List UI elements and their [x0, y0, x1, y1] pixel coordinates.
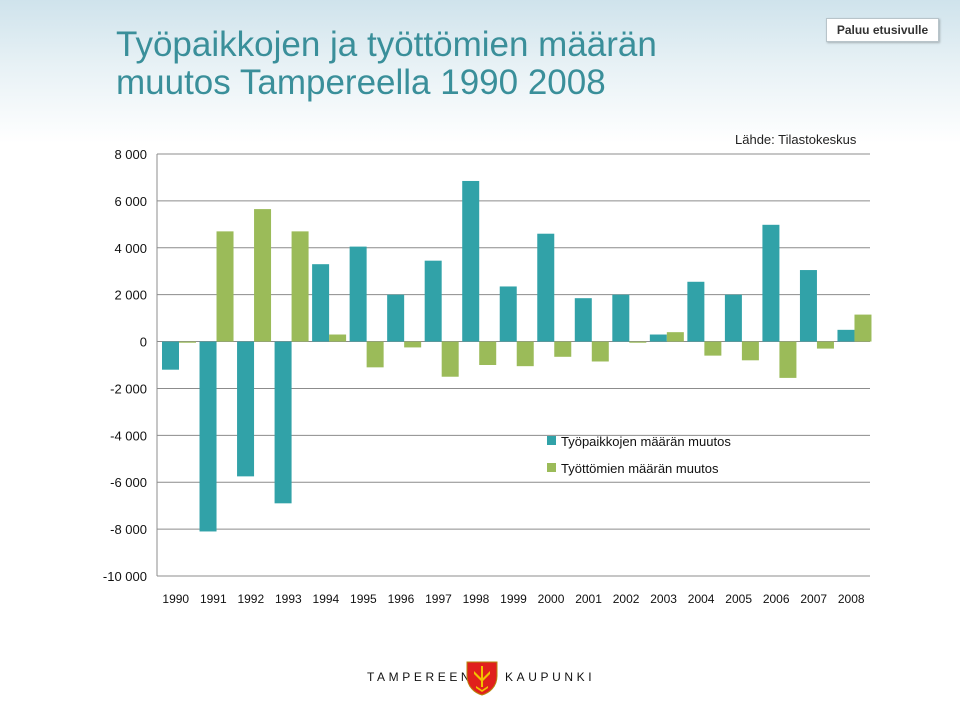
y-tick-label: -4 000	[110, 428, 147, 443]
y-tick-label: -8 000	[110, 522, 147, 537]
x-tick-label: 1994	[313, 592, 340, 606]
y-tick-label: -2 000	[110, 381, 147, 396]
bar-unemployed-change	[291, 231, 309, 342]
bar-jobs-change	[837, 329, 855, 342]
x-tick-label: 1992	[237, 592, 264, 606]
bar-jobs-change	[424, 260, 442, 342]
bar-jobs-change	[199, 341, 217, 532]
tampere-coat-of-arms-icon	[466, 661, 498, 696]
bar-jobs-change	[537, 233, 555, 342]
x-tick-label: 1996	[388, 592, 415, 606]
bar-jobs-change	[499, 286, 517, 342]
x-tick-label: 1990	[162, 592, 189, 606]
bar-jobs-change	[274, 341, 292, 504]
bar-jobs-change	[762, 224, 780, 342]
bar-unemployed-change	[404, 341, 422, 348]
bar-jobs-change	[687, 281, 705, 342]
footer: TAMPEREEN KAUPUNKI	[0, 656, 960, 700]
back-to-home-button[interactable]: Paluu etusivulle	[826, 18, 939, 42]
x-tick-label: 2003	[650, 592, 677, 606]
bar-jobs-change	[237, 341, 255, 477]
bar-chart: 8 000 6 000 4 000 2 000 0 -2 000 -4 000 -6 000 -…	[103, 147, 872, 606]
source-note: Lähde: Tilastokeskus	[735, 132, 857, 147]
y-tick-label: 6 000	[114, 194, 147, 209]
x-tick-label: 2006	[763, 592, 790, 606]
y-tick-label: 0	[140, 335, 147, 350]
y-tick-label: -6 000	[110, 475, 147, 490]
y-tick-label: 4 000	[114, 241, 147, 256]
legend-swatch	[547, 436, 556, 445]
x-tick-label: 1993	[275, 592, 302, 606]
bar-unemployed-change	[366, 341, 384, 368]
bar-jobs-change	[574, 298, 592, 342]
bar-unemployed-change	[479, 341, 497, 365]
x-tick-label: 2007	[800, 592, 827, 606]
bar-unemployed-change	[741, 341, 759, 361]
bar-jobs-change	[612, 294, 630, 342]
bar-unemployed-change	[629, 341, 647, 343]
y-tick-label: 2 000	[114, 288, 147, 303]
x-tick-label: 1998	[463, 592, 490, 606]
x-tick-label: 2004	[688, 592, 715, 606]
bar-unemployed-change	[591, 341, 609, 362]
bar-jobs-change	[724, 294, 742, 342]
footer-text-right: KAUPUNKI	[505, 670, 596, 684]
bar-unemployed-change	[816, 341, 834, 349]
x-tick-label: 2002	[613, 592, 640, 606]
slide-title: Työpaikkojen ja työttömien määrän muutos…	[116, 26, 657, 102]
bar-unemployed-change	[441, 341, 459, 377]
x-tick-label: 2008	[838, 592, 865, 606]
x-tick-label: 1995	[350, 592, 377, 606]
x-tick-label: 1997	[425, 592, 452, 606]
x-tick-label: 2000	[538, 592, 565, 606]
y-tick-label: -10 000	[103, 569, 147, 584]
bar-unemployed-change	[779, 341, 797, 378]
slide-title-line-2: muutos Tampereella 1990 2008	[116, 63, 606, 102]
bar-unemployed-change	[516, 341, 534, 367]
x-tick-label: 1991	[200, 592, 227, 606]
bar-unemployed-change	[704, 341, 722, 356]
bar-unemployed-change	[554, 341, 572, 357]
x-tick-label: 1999	[500, 592, 527, 606]
bar-jobs-change	[349, 246, 367, 342]
bar-jobs-change	[649, 334, 667, 342]
x-tick-label: 2001	[575, 592, 602, 606]
bar-jobs-change	[387, 294, 405, 342]
bar-jobs-change	[799, 270, 817, 342]
bar-unemployed-change	[179, 341, 196, 343]
bar-jobs-change	[162, 341, 179, 370]
bar-unemployed-change	[329, 334, 347, 342]
bar-jobs-change	[462, 180, 480, 342]
legend-label: Työpaikkojen määrän muutos	[561, 434, 731, 449]
bar-unemployed-change	[666, 332, 684, 342]
bar-jobs-change	[312, 264, 330, 342]
bar-unemployed-change	[854, 314, 872, 342]
slide-title-line-1: Työpaikkojen ja työttömien määrän	[116, 25, 657, 64]
legend-swatch	[547, 463, 556, 472]
y-tick-label: 8 000	[114, 147, 147, 162]
bar-unemployed-change	[216, 231, 234, 342]
bar-unemployed-change	[254, 209, 272, 342]
x-tick-label: 2005	[725, 592, 752, 606]
footer-text-left: TAMPEREEN	[367, 670, 474, 684]
legend-label: Työttömien määrän muutos	[561, 461, 719, 476]
